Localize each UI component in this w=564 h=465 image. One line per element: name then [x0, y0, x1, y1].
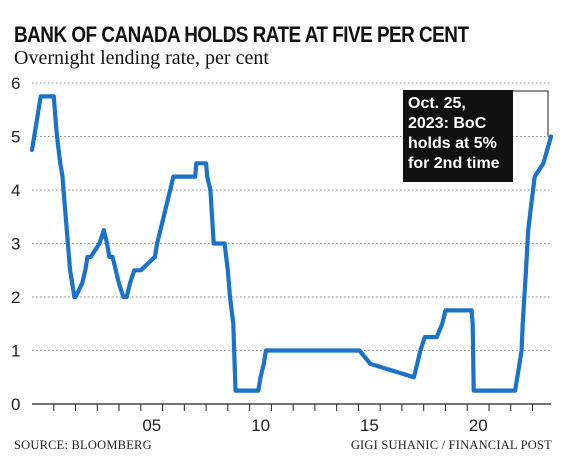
y-axis-ticks: 0 1 2 3 4 5 6: [11, 74, 20, 414]
x-axis: 05 10 15 20: [32, 403, 551, 435]
annotation-box: Oct. 25, 2023: BoC holds at 5% for 2nd t…: [403, 90, 513, 182]
y-tick-label-1: 1: [11, 342, 20, 361]
series-group: [29, 94, 554, 393]
x-tick-label-20: 20: [469, 416, 488, 435]
annotation-leader: [513, 90, 549, 137]
credit-note: GIGI SUHANIC / FINANCIAL POST: [350, 438, 552, 452]
x-tick-label-10: 10: [251, 416, 270, 435]
annotation-line-3: holds at 5%: [408, 135, 497, 152]
y-tick-label-3: 3: [11, 235, 20, 254]
series-line-0: [29, 94, 554, 393]
y-tick-label-4: 4: [11, 181, 20, 200]
annotation-line-2: 2023: BoC: [408, 115, 487, 132]
annotation-line-1: Oct. 25,: [408, 95, 466, 112]
y-tick-label-5: 5: [11, 128, 20, 147]
x-tick-label-05: 05: [142, 416, 161, 435]
source-note: SOURCE: BLOOMBERG: [14, 438, 152, 452]
y-tick-label-2: 2: [11, 288, 20, 307]
annotation-connector: [513, 90, 549, 137]
y-tick-label-6: 6: [11, 74, 20, 93]
chart-title: BANK OF CANADA HOLDS RATE AT FIVE PER CE…: [14, 22, 469, 47]
y-tick-label-0: 0: [11, 395, 20, 414]
x-tick-label-15: 15: [360, 416, 379, 435]
chart-subtitle: Overnight lending rate, per cent: [14, 47, 269, 69]
annotation-line-4: for 2nd time: [408, 155, 500, 172]
